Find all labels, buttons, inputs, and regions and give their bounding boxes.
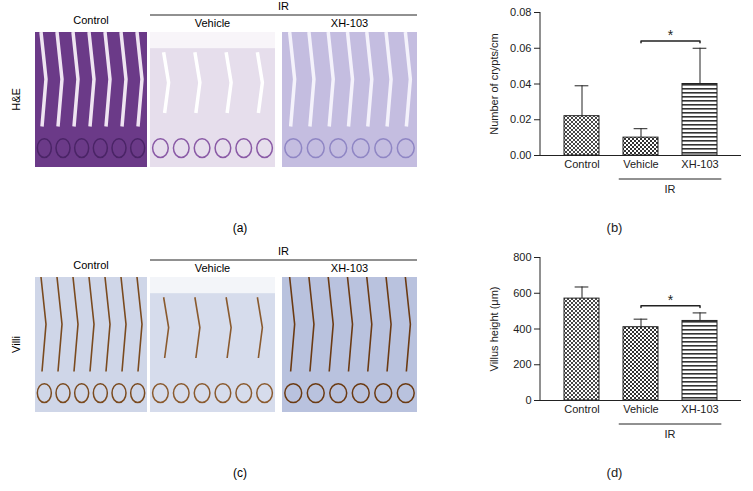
svg-text:Villi: Villi: [10, 336, 22, 353]
html-text:(b): (b): [606, 220, 623, 235]
svg-text:(c): (c): [233, 466, 247, 480]
svg-text:Vehicle: Vehicle: [195, 17, 230, 29]
svg-text:H&E: H&E: [10, 88, 22, 111]
svg-text:Villus height (μm): Villus height (μm): [488, 287, 500, 372]
svg-text:Vehicle: Vehicle: [195, 262, 230, 274]
svg-text:400: 400: [513, 323, 531, 335]
svg-text:*: *: [668, 292, 674, 308]
svg-text:0.06: 0.06: [510, 42, 531, 54]
svg-text:0.00: 0.00: [510, 149, 531, 161]
svg-text:Control: Control: [564, 403, 599, 415]
svg-text:Number of crypts/cm: Number of crypts/cm: [488, 33, 500, 134]
svg-text:IR: IR: [665, 428, 676, 440]
svg-text:IR: IR: [278, 245, 289, 257]
svg-text:Control: Control: [564, 158, 599, 170]
svg-text:XH-103: XH-103: [681, 403, 718, 415]
html-text:(d): (d): [606, 465, 623, 480]
svg-text:600: 600: [513, 287, 531, 299]
svg-text:Vehicle: Vehicle: [623, 403, 658, 415]
svg-text:0.02: 0.02: [510, 113, 531, 125]
svg-text:200: 200: [513, 358, 531, 370]
svg-text:XH-103: XH-103: [331, 262, 368, 274]
svg-text:XH-103: XH-103: [331, 17, 368, 29]
svg-text:Vehicle: Vehicle: [623, 158, 658, 170]
svg-text:800: 800: [513, 251, 531, 263]
svg-text:(a): (a): [233, 221, 248, 235]
svg-text:0: 0: [525, 394, 531, 406]
svg-text:Control: Control: [73, 14, 108, 26]
svg-text:IR: IR: [665, 183, 676, 195]
svg-text:0.04: 0.04: [510, 78, 531, 90]
svg-text:0.08: 0.08: [510, 6, 531, 18]
svg-text:XH-103: XH-103: [681, 158, 718, 170]
svg-text:IR: IR: [278, 0, 289, 12]
svg-text:*: *: [668, 27, 674, 43]
svg-text:Control: Control: [73, 259, 108, 271]
